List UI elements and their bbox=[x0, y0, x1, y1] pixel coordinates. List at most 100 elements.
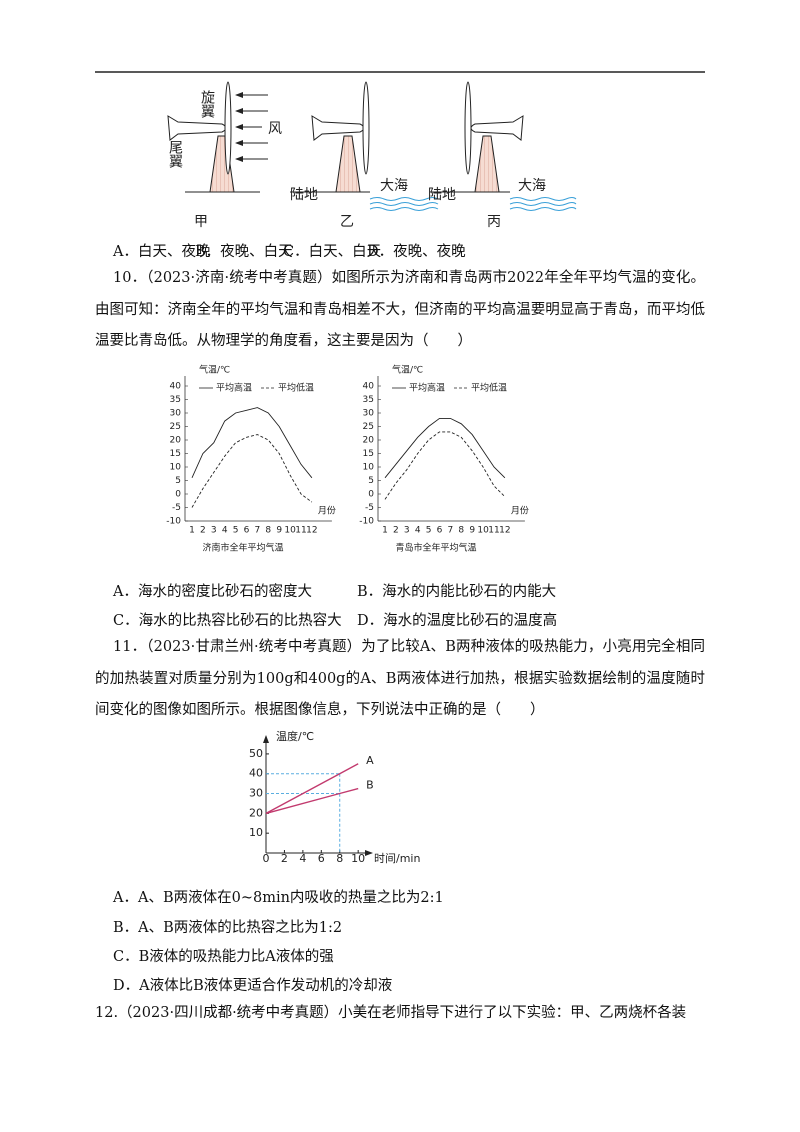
x-tick-label: 2 bbox=[393, 526, 399, 536]
y-tick-label: 0 bbox=[368, 490, 374, 500]
wind-label: 风 bbox=[268, 121, 282, 137]
tail-label: 尾翼 bbox=[167, 140, 183, 168]
x-tick-label: 7 bbox=[255, 526, 261, 536]
x-tick-label: 1 bbox=[189, 526, 195, 536]
legend-label: 平均低温 bbox=[471, 382, 507, 394]
option: A．白天、夜晚 bbox=[113, 244, 211, 260]
y-tick-label: 30 bbox=[363, 409, 375, 419]
land-label: 陆地 bbox=[428, 187, 456, 203]
data-line bbox=[384, 431, 506, 500]
sea-label: 大海 bbox=[380, 178, 408, 194]
caption: 青岛市全年平均气温 bbox=[395, 542, 476, 554]
y-tick-label: -5 bbox=[172, 503, 181, 513]
y-tick-label: 20 bbox=[249, 806, 263, 819]
y-tick-label: 5 bbox=[368, 476, 374, 486]
y-axis-label: 气温/℃ bbox=[199, 364, 230, 376]
x-tick-label: 4 bbox=[222, 526, 228, 536]
question-stem: 10．（2023·济南·统考中考真题）如图所示为济南和青岛两市2022年全年平均… bbox=[95, 270, 705, 349]
x-tick-label: 9 bbox=[469, 526, 475, 536]
sea-label: 大海 bbox=[518, 178, 546, 194]
panel-label: 乙 bbox=[340, 214, 354, 230]
y-tick-label: 20 bbox=[363, 436, 375, 446]
data-line bbox=[191, 434, 313, 508]
option: A．海水的密度比砂石的密度大 bbox=[113, 584, 312, 600]
question-stem: 11．（2023·甘肃兰州·统考中考真题）为了比较A、B两种液体的吸热能力，小亮… bbox=[95, 639, 705, 718]
option: D．夜晚、夜晚 bbox=[367, 244, 466, 260]
y-tick-label: 30 bbox=[249, 787, 263, 800]
wind-arrows bbox=[235, 92, 268, 162]
x-tick-label: 6 bbox=[318, 852, 325, 865]
y-tick-label: 50 bbox=[249, 747, 263, 760]
y-tick-label: 15 bbox=[363, 449, 374, 459]
y-tick-label: 10 bbox=[170, 463, 182, 473]
question-stem: 12.（2023·四川成都·统考中考真题）小美在老师指导下进行了以下实验：甲、乙… bbox=[95, 1005, 687, 1021]
x-tick-label: 6 bbox=[437, 526, 443, 536]
x-tick-label: 8 bbox=[265, 526, 271, 536]
legend-label: 平均高温 bbox=[216, 382, 252, 394]
turbine-bing bbox=[430, 81, 577, 211]
option: C．B液体的吸热能力比A液体的强 bbox=[113, 949, 334, 965]
legend-label: 平均高温 bbox=[409, 382, 445, 394]
x-axis-label: 时间/min bbox=[374, 852, 420, 865]
y-tick-label: 40 bbox=[249, 767, 263, 780]
x-axis-label: 月份 bbox=[318, 505, 336, 517]
series-label: A bbox=[366, 754, 374, 767]
x-tick-label: 5 bbox=[426, 526, 432, 536]
legend-label: 平均低温 bbox=[278, 382, 314, 394]
series-label: B bbox=[366, 779, 374, 792]
data-line bbox=[265, 763, 359, 815]
y-tick-label: -5 bbox=[365, 503, 374, 513]
y-tick-label: 25 bbox=[363, 422, 374, 432]
data-line bbox=[265, 787, 359, 815]
x-tick-label: 2 bbox=[281, 852, 288, 865]
option: C．白天、白天 bbox=[283, 244, 382, 260]
x-tick-label: 4 bbox=[299, 852, 306, 865]
option: A．A、B两液体在0~8min内吸收的热量之比为2:1 bbox=[113, 890, 444, 906]
y-tick-label: -10 bbox=[359, 517, 374, 527]
x-tick-label: 0 bbox=[263, 852, 270, 865]
rotor-label: 旋翼 bbox=[199, 90, 215, 118]
y-axis-label: 温度/℃ bbox=[276, 729, 314, 743]
option: B．海水的内能比砂石的内能大 bbox=[357, 584, 557, 600]
panel-label: 丙 bbox=[487, 214, 501, 230]
y-tick-label: 0 bbox=[175, 490, 181, 500]
x-tick-label: 11 bbox=[295, 526, 306, 536]
y-axis-label: 气温/℃ bbox=[392, 364, 423, 376]
x-tick-label: 2 bbox=[200, 526, 206, 536]
x-tick-label: 1 bbox=[382, 526, 388, 536]
option: D．海水的温度比砂石的温度高 bbox=[357, 613, 558, 629]
turbine-yi bbox=[290, 81, 439, 211]
x-tick-label: 10 bbox=[351, 852, 365, 865]
y-tick-label: 25 bbox=[170, 422, 181, 432]
x-tick-label: 10 bbox=[477, 526, 489, 536]
x-tick-label: 3 bbox=[404, 526, 410, 536]
y-tick-label: -10 bbox=[166, 517, 181, 527]
option: D．A液体比B液体更适合作发动机的冷却液 bbox=[113, 978, 393, 994]
x-tick-label: 4 bbox=[415, 526, 421, 536]
x-tick-label: 10 bbox=[284, 526, 296, 536]
x-tick-label: 9 bbox=[276, 526, 282, 536]
x-tick-label: 3 bbox=[211, 526, 217, 536]
x-tick-label: 8 bbox=[336, 852, 343, 865]
y-tick-label: 40 bbox=[363, 382, 375, 392]
data-line bbox=[384, 417, 506, 479]
x-tick-label: 12 bbox=[306, 526, 317, 536]
x-tick-label: 12 bbox=[499, 526, 510, 536]
y-tick-label: 30 bbox=[170, 409, 182, 419]
x-tick-label: 5 bbox=[233, 526, 239, 536]
x-tick-label: 8 bbox=[458, 526, 464, 536]
y-tick-label: 35 bbox=[170, 395, 181, 405]
y-tick-label: 20 bbox=[170, 436, 182, 446]
option: B．夜晚、白天 bbox=[195, 244, 293, 260]
x-axis-label: 月份 bbox=[511, 505, 529, 517]
caption: 济南市全年平均气温 bbox=[202, 542, 283, 554]
x-tick-label: 6 bbox=[244, 526, 250, 536]
y-tick-label: 10 bbox=[363, 463, 375, 473]
y-tick-label: 10 bbox=[249, 826, 263, 839]
panel-label: 甲 bbox=[194, 214, 208, 230]
option: C．海水的比热容比砂石的比热容大 bbox=[113, 613, 342, 629]
x-tick-label: 11 bbox=[488, 526, 499, 536]
data-line bbox=[191, 407, 313, 479]
